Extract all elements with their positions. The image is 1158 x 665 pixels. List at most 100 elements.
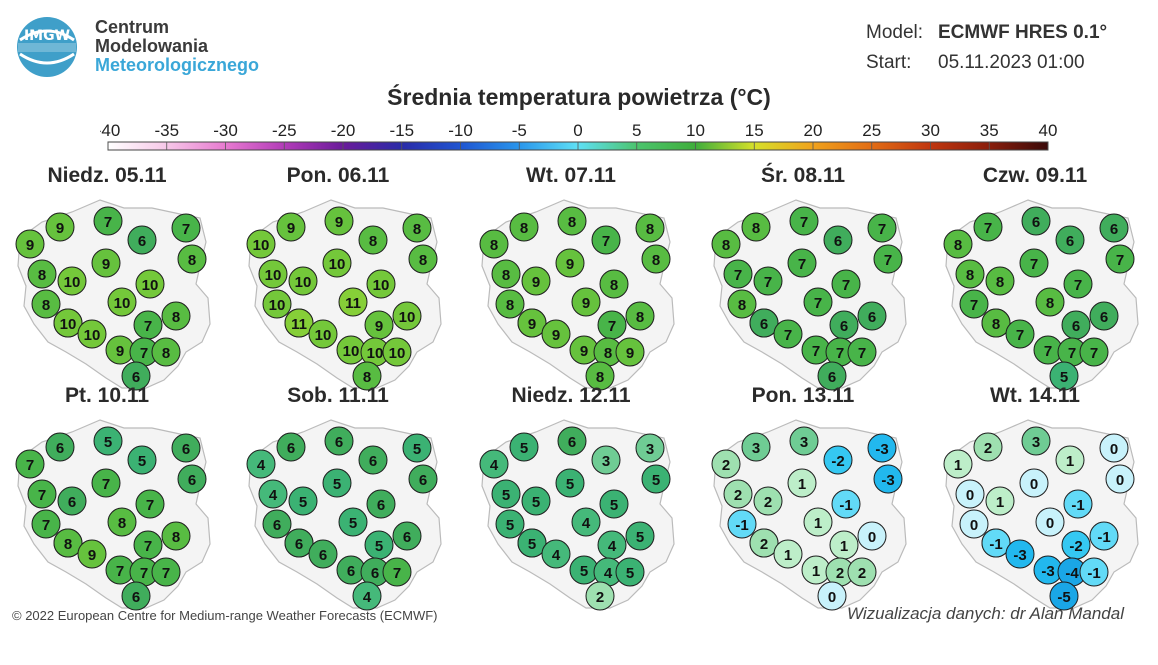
station-marker bbox=[91, 248, 121, 278]
station-temperature: 7 bbox=[1016, 327, 1024, 344]
forecast-day-label: Niedz. 12.11 bbox=[511, 384, 631, 407]
station-temperature: 7 bbox=[1068, 345, 1076, 362]
forecast-day-label: Niedz. 05.11 bbox=[47, 164, 167, 187]
station-temperature: 9 bbox=[287, 220, 295, 237]
forecast-day-panel: Niedz. 12.11456335555554455445452 bbox=[466, 384, 676, 611]
station-temperature: 5 bbox=[375, 538, 383, 555]
station-temperature: 8 bbox=[118, 515, 126, 532]
station-marker bbox=[284, 528, 314, 558]
poland-temperature-map: 10998881010101010111010119101010108 bbox=[246, 199, 442, 391]
station-temperature: 5 bbox=[580, 563, 588, 580]
station-marker bbox=[557, 426, 587, 456]
forecast-day-label: Wt. 14.11 bbox=[990, 384, 1080, 407]
station-marker bbox=[789, 206, 819, 236]
station-marker bbox=[985, 266, 1015, 296]
station-marker bbox=[366, 269, 396, 299]
station-temperature: 4 bbox=[552, 547, 561, 564]
station-marker bbox=[1019, 248, 1049, 278]
station-marker bbox=[981, 528, 1011, 558]
station-marker bbox=[1079, 557, 1109, 587]
station-temperature: 7 bbox=[836, 345, 844, 362]
station-marker bbox=[288, 486, 318, 516]
colorbar-tick-label: 35 bbox=[980, 121, 999, 140]
copyright-note: © 2022 European Centre for Medium-range … bbox=[12, 608, 438, 623]
station-marker bbox=[77, 319, 107, 349]
station-temperature: 8 bbox=[568, 214, 576, 231]
station-marker bbox=[943, 449, 973, 479]
forecast-day-panel: Niedz. 05.1199767881091081088107109786 bbox=[2, 164, 212, 391]
station-marker bbox=[541, 319, 571, 349]
station-temperature: 2 bbox=[760, 536, 768, 553]
station-temperature: 6 bbox=[834, 233, 842, 250]
station-temperature: 8 bbox=[363, 369, 371, 386]
station-marker bbox=[541, 539, 571, 569]
station-temperature: 11 bbox=[345, 295, 361, 312]
station-marker bbox=[31, 289, 61, 319]
station-marker bbox=[135, 489, 165, 519]
forecast-day-panel: Śr. 08.11887677777787766677776 bbox=[698, 164, 908, 391]
station-temperature: 6 bbox=[56, 440, 64, 457]
station-marker bbox=[91, 468, 121, 498]
station-temperature: 8 bbox=[162, 345, 170, 362]
station-temperature: 6 bbox=[840, 318, 848, 335]
station-temperature: 5 bbox=[138, 453, 146, 470]
station-marker bbox=[53, 308, 83, 338]
station-marker bbox=[625, 301, 655, 331]
station-temperature: 7 bbox=[1030, 256, 1038, 273]
station-temperature: 2 bbox=[836, 565, 844, 582]
station-temperature: 9 bbox=[580, 343, 588, 360]
station-temperature: 8 bbox=[992, 316, 1000, 333]
model-info: Model: ECMWF HRES 0.1° Start: 05.11.2023 0… bbox=[866, 18, 1107, 78]
station-marker bbox=[408, 244, 438, 274]
station-temperature: 6 bbox=[377, 497, 385, 514]
station-marker bbox=[308, 539, 338, 569]
station-temperature: 6 bbox=[182, 441, 190, 458]
station-marker bbox=[857, 521, 887, 551]
station-temperature: 6 bbox=[287, 440, 295, 457]
station-marker bbox=[338, 507, 368, 537]
station-temperature: 7 bbox=[800, 214, 808, 231]
station-marker bbox=[1049, 581, 1079, 611]
colorbar-tick-label: 5 bbox=[632, 121, 641, 140]
station-temperature: 6 bbox=[369, 453, 377, 470]
station-temperature: 7 bbox=[140, 565, 148, 582]
station-marker bbox=[787, 248, 817, 278]
station-marker bbox=[246, 449, 276, 479]
station-temperature: 8 bbox=[722, 237, 730, 254]
station-marker bbox=[479, 449, 509, 479]
station-marker bbox=[308, 319, 338, 349]
station-marker bbox=[831, 269, 861, 299]
forecast-day-panel: Pt. 10.11765566767778788797776 bbox=[2, 384, 212, 611]
station-temperature: 1 bbox=[996, 494, 1004, 511]
station-marker bbox=[1105, 464, 1135, 494]
station-temperature: 0 bbox=[966, 487, 974, 504]
visualization-credit: Wizualizacja danych: dr Alan Mandal bbox=[846, 604, 1124, 623]
station-marker bbox=[1035, 507, 1065, 537]
station-marker bbox=[45, 212, 75, 242]
station-temperature: 6 bbox=[188, 472, 196, 489]
station-marker bbox=[571, 287, 601, 317]
station-marker bbox=[93, 206, 123, 236]
station-marker bbox=[1063, 269, 1093, 299]
station-temperature: 0 bbox=[828, 589, 836, 606]
station-marker bbox=[358, 225, 388, 255]
station-temperature: -1 bbox=[1071, 497, 1084, 514]
station-marker bbox=[127, 225, 157, 255]
station-temperature: 7 bbox=[858, 345, 866, 362]
station-temperature: 9 bbox=[375, 318, 383, 335]
station-marker bbox=[509, 212, 539, 242]
station-temperature: 6 bbox=[1072, 318, 1080, 335]
station-marker bbox=[1021, 426, 1051, 456]
poland-temperature-map: 466656455665566566674 bbox=[246, 419, 442, 611]
station-marker bbox=[521, 486, 551, 516]
station-temperature: 9 bbox=[26, 237, 34, 254]
station-temperature: 10 bbox=[114, 295, 131, 312]
station-marker bbox=[641, 244, 671, 274]
station-temperature: 2 bbox=[984, 440, 992, 457]
station-temperature: 9 bbox=[582, 295, 590, 312]
station-marker bbox=[847, 337, 877, 367]
station-temperature: 9 bbox=[528, 316, 536, 333]
station-marker bbox=[517, 308, 547, 338]
station-temperature: 6 bbox=[295, 536, 303, 553]
station-temperature: 8 bbox=[188, 252, 196, 269]
